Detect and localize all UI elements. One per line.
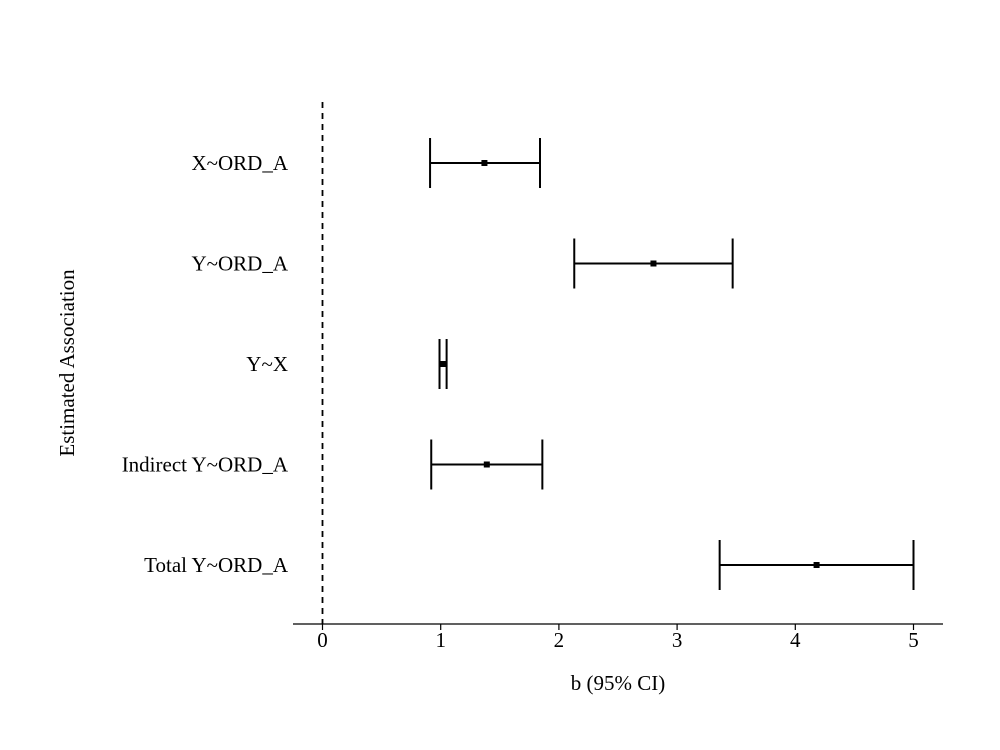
rows-group: X~ORD_A Y~ORD_A Y~X Indirect Y~ORD_A Total Y… xyxy=(122,138,915,590)
x-tick-label: 1 xyxy=(435,628,446,652)
x-tick-label: 3 xyxy=(672,628,683,652)
x-tick-label: 5 xyxy=(908,628,919,652)
point-estimate xyxy=(440,361,447,367)
row-label: Y~X xyxy=(246,352,288,376)
x-axis-title: b (95% CI) xyxy=(571,671,665,695)
x-tick-label: 2 xyxy=(554,628,565,652)
x-tick-label: 4 xyxy=(790,628,801,652)
point-estimate xyxy=(483,461,490,468)
x-ticks-group: 0 1 2 3 4 5 xyxy=(317,624,919,652)
x-tick-label: 0 xyxy=(317,628,328,652)
row-label: Total Y~ORD_A xyxy=(144,553,289,577)
row-label: Y~ORD_A xyxy=(191,252,288,276)
point-estimate xyxy=(813,562,820,568)
row-label: X~ORD_A xyxy=(191,151,288,175)
y-axis-title: Estimated Association xyxy=(55,269,79,457)
point-estimate xyxy=(650,260,657,267)
point-estimate xyxy=(481,160,488,166)
row-label: Indirect Y~ORD_A xyxy=(122,453,289,477)
